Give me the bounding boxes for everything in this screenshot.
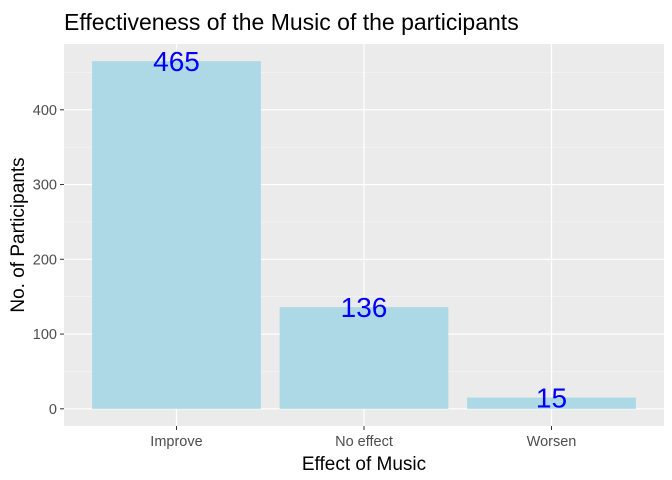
y-tick-label: 400 [33, 103, 57, 119]
bars [92, 61, 636, 409]
y-tick-label: 300 [33, 178, 57, 194]
bar-improve [92, 61, 261, 409]
y-tick-label: 0 [49, 402, 57, 418]
bar-worsen [467, 397, 636, 409]
y-axis-title: No. of Participants [8, 157, 29, 312]
x-tick-label: Worsen [527, 434, 577, 450]
chart-title: Effectiveness of the Music of the partic… [64, 9, 519, 35]
data-label: 136 [341, 292, 388, 323]
x-axis-ticks: Improve No effect Worsen [150, 426, 576, 450]
x-tick-label: No effect [335, 434, 393, 450]
y-tick-label: 100 [33, 327, 57, 343]
x-tick-label: Improve [150, 434, 202, 450]
data-labels: 465 136 15 [153, 46, 567, 413]
y-tick-label: 200 [33, 252, 57, 268]
x-axis-title: Effect of Music [302, 454, 426, 475]
y-axis-ticks: 0 100 200 300 400 [33, 103, 64, 418]
data-label: 15 [536, 383, 567, 414]
bar-no-effect [279, 307, 449, 409]
data-label: 465 [153, 46, 200, 77]
